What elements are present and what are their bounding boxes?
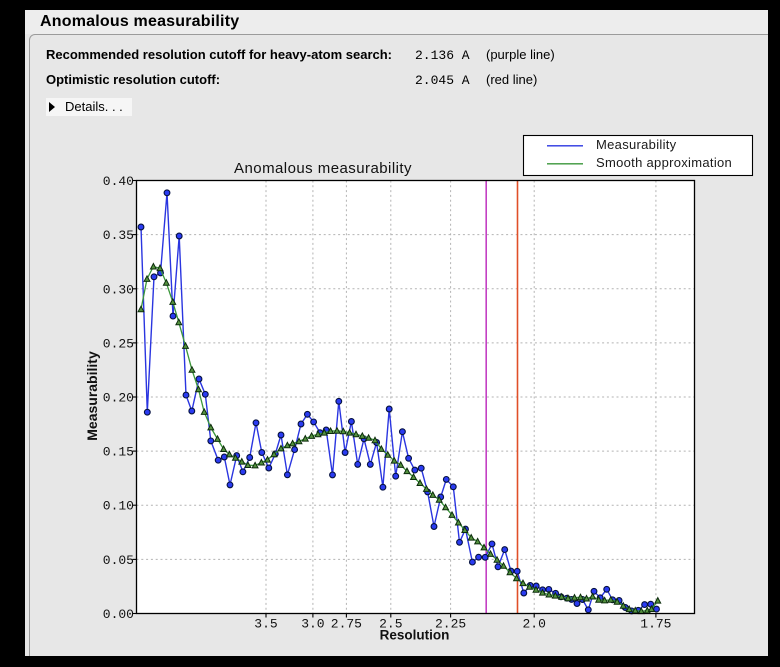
svg-text:0.20: 0.20 bbox=[103, 391, 134, 406]
svg-text:0.35: 0.35 bbox=[103, 228, 134, 243]
svg-text:0.25: 0.25 bbox=[103, 336, 134, 351]
svg-text:Measurability: Measurability bbox=[596, 137, 677, 152]
svg-text:2.5: 2.5 bbox=[379, 617, 402, 632]
svg-text:Measurability: Measurability bbox=[84, 351, 100, 441]
svg-text:Smooth approximation: Smooth approximation bbox=[596, 155, 732, 170]
svg-text:3.5: 3.5 bbox=[254, 617, 277, 632]
svg-text:0.00: 0.00 bbox=[103, 607, 134, 622]
svg-text:2.0: 2.0 bbox=[522, 617, 545, 632]
svg-text:0.30: 0.30 bbox=[103, 282, 134, 297]
svg-text:Anomalous measurability: Anomalous measurability bbox=[234, 160, 412, 177]
svg-text:1.75: 1.75 bbox=[640, 617, 671, 632]
svg-text:2.25: 2.25 bbox=[435, 617, 466, 632]
svg-text:2.75: 2.75 bbox=[331, 617, 362, 632]
svg-text:3.0: 3.0 bbox=[301, 617, 324, 632]
svg-text:0.10: 0.10 bbox=[103, 499, 134, 514]
svg-text:0.15: 0.15 bbox=[103, 445, 134, 460]
svg-text:0.05: 0.05 bbox=[103, 553, 134, 568]
svg-text:0.40: 0.40 bbox=[103, 174, 134, 189]
svg-text:Resolution: Resolution bbox=[380, 628, 450, 643]
